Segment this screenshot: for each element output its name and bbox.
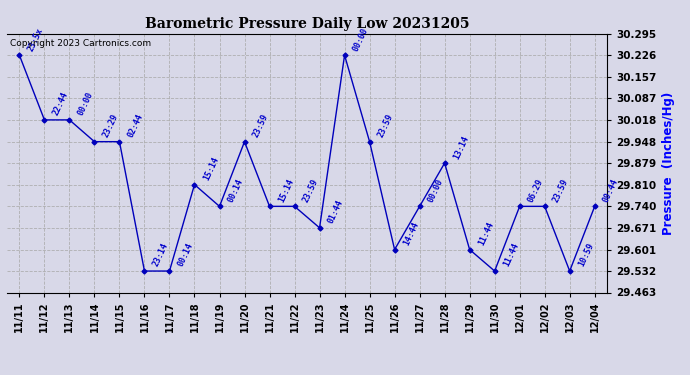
Text: 00:14: 00:14 (177, 242, 195, 268)
Text: 00:00: 00:00 (77, 91, 95, 117)
Text: 00:14: 00:14 (226, 177, 245, 204)
Text: 23:59: 23:59 (551, 177, 571, 204)
Text: 23:5x: 23:5x (26, 26, 45, 53)
Text: 15:14: 15:14 (277, 177, 295, 204)
Text: 23:29: 23:29 (101, 112, 120, 139)
Y-axis label: Pressure  (Inches/Hg): Pressure (Inches/Hg) (662, 92, 675, 235)
Text: 23:14: 23:14 (151, 242, 170, 268)
Text: 11:44: 11:44 (502, 242, 520, 268)
Text: 10:59: 10:59 (577, 242, 595, 268)
Text: Copyright 2023 Cartronics.com: Copyright 2023 Cartronics.com (10, 39, 151, 48)
Text: 00:44: 00:44 (602, 177, 620, 204)
Text: 13:14: 13:14 (451, 134, 471, 160)
Text: 06:29: 06:29 (526, 177, 545, 204)
Text: 14:44: 14:44 (402, 220, 420, 247)
Title: Barometric Pressure Daily Low 20231205: Barometric Pressure Daily Low 20231205 (145, 17, 469, 31)
Text: 00:00: 00:00 (351, 26, 371, 53)
Text: 11:44: 11:44 (477, 220, 495, 247)
Text: 22:44: 22:44 (51, 91, 70, 117)
Text: 23:59: 23:59 (302, 177, 320, 204)
Text: 23:59: 23:59 (251, 112, 270, 139)
Text: 00:00: 00:00 (426, 177, 445, 204)
Text: 01:44: 01:44 (326, 199, 345, 225)
Text: 02:44: 02:44 (126, 112, 145, 139)
Text: 15:14: 15:14 (201, 155, 220, 182)
Text: 23:59: 23:59 (377, 112, 395, 139)
